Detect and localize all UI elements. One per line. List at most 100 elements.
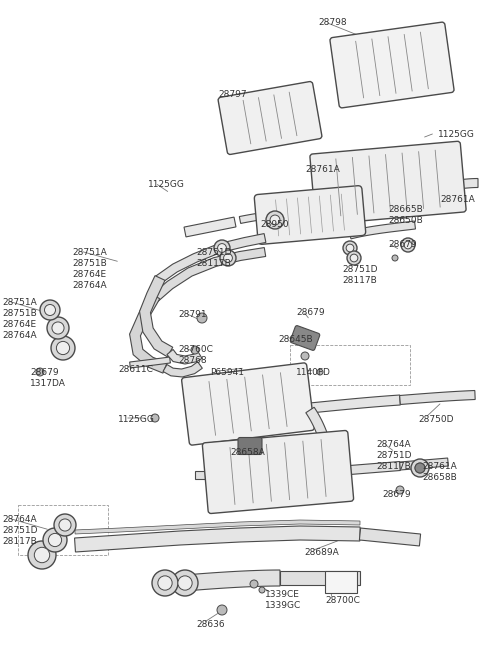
Text: 28117B: 28117B <box>342 276 377 285</box>
Polygon shape <box>310 395 400 413</box>
Circle shape <box>191 346 199 354</box>
Text: 28760C: 28760C <box>178 345 213 354</box>
Text: 28658B: 28658B <box>422 473 457 482</box>
Circle shape <box>152 570 178 596</box>
Circle shape <box>401 238 415 252</box>
Polygon shape <box>140 276 173 356</box>
Text: 1317DA: 1317DA <box>30 379 66 388</box>
Text: 28645B: 28645B <box>278 335 312 344</box>
Text: 28764E: 28764E <box>2 320 36 329</box>
FancyBboxPatch shape <box>218 82 322 155</box>
Circle shape <box>178 576 192 590</box>
Polygon shape <box>75 520 360 534</box>
Text: 28679: 28679 <box>30 368 59 377</box>
FancyBboxPatch shape <box>330 22 454 108</box>
Text: 28764A: 28764A <box>2 515 36 524</box>
Circle shape <box>415 463 425 473</box>
Circle shape <box>43 528 67 552</box>
Circle shape <box>57 342 70 355</box>
Text: 28761A: 28761A <box>305 165 340 174</box>
Text: 28764A: 28764A <box>376 440 410 449</box>
Text: 28761A: 28761A <box>440 195 475 204</box>
Circle shape <box>28 541 56 569</box>
Text: 28679: 28679 <box>388 240 417 249</box>
Text: 28764A: 28764A <box>72 281 107 290</box>
Text: 28751D: 28751D <box>2 526 37 535</box>
Circle shape <box>347 251 361 265</box>
Text: 28658A: 28658A <box>230 448 265 457</box>
Text: 28798: 28798 <box>318 18 347 27</box>
FancyBboxPatch shape <box>290 325 320 351</box>
Polygon shape <box>152 248 266 302</box>
Polygon shape <box>130 357 170 368</box>
Circle shape <box>317 369 323 375</box>
Circle shape <box>217 605 227 615</box>
Text: 28117B: 28117B <box>376 462 411 471</box>
Text: 28650B: 28650B <box>388 216 423 225</box>
Text: 28751D: 28751D <box>376 451 411 460</box>
Text: 28679: 28679 <box>296 308 324 317</box>
Circle shape <box>40 300 60 320</box>
FancyBboxPatch shape <box>203 430 354 514</box>
Text: 28679: 28679 <box>382 490 410 499</box>
Text: 28751B: 28751B <box>2 309 37 318</box>
Text: 28764A: 28764A <box>2 331 36 340</box>
Circle shape <box>51 336 75 360</box>
Text: 28117B: 28117B <box>2 537 37 546</box>
Circle shape <box>343 241 357 255</box>
Text: 1140FD: 1140FD <box>296 368 331 377</box>
Text: 28768: 28768 <box>178 356 206 365</box>
Circle shape <box>404 241 412 249</box>
Text: 28751A: 28751A <box>2 298 37 307</box>
Polygon shape <box>163 362 203 377</box>
Circle shape <box>217 244 227 252</box>
Text: 1125GG: 1125GG <box>148 180 185 189</box>
Polygon shape <box>280 571 360 585</box>
Circle shape <box>36 368 44 376</box>
Polygon shape <box>349 461 400 474</box>
Polygon shape <box>360 528 420 546</box>
Polygon shape <box>400 458 448 470</box>
Polygon shape <box>184 570 280 591</box>
Text: 28700C: 28700C <box>325 596 360 605</box>
Polygon shape <box>400 391 475 404</box>
Text: 28611C: 28611C <box>118 365 153 374</box>
Circle shape <box>151 414 159 422</box>
FancyBboxPatch shape <box>310 141 466 225</box>
Text: P65941: P65941 <box>210 368 244 377</box>
Circle shape <box>197 313 207 323</box>
Circle shape <box>220 250 236 266</box>
Polygon shape <box>156 234 266 283</box>
Polygon shape <box>130 293 167 373</box>
Text: 28636: 28636 <box>196 620 225 629</box>
Text: 1339CE: 1339CE <box>265 590 300 599</box>
Circle shape <box>259 587 265 593</box>
Text: 28689A: 28689A <box>304 548 339 557</box>
Polygon shape <box>349 221 416 239</box>
Text: 28764E: 28764E <box>72 270 106 279</box>
Text: 28761A: 28761A <box>422 462 457 471</box>
Circle shape <box>34 547 50 563</box>
Circle shape <box>346 244 354 252</box>
Circle shape <box>396 486 404 494</box>
Polygon shape <box>306 407 335 461</box>
Text: 1125GG: 1125GG <box>118 415 155 424</box>
Circle shape <box>45 305 56 316</box>
Text: 28117B: 28117B <box>196 259 231 268</box>
Polygon shape <box>74 526 360 552</box>
Text: 28950: 28950 <box>260 220 288 229</box>
FancyBboxPatch shape <box>325 571 357 593</box>
Circle shape <box>350 254 358 262</box>
Text: 28751A: 28751A <box>72 248 107 257</box>
Text: 28797: 28797 <box>218 90 247 99</box>
Polygon shape <box>195 471 205 479</box>
Circle shape <box>301 352 309 360</box>
FancyBboxPatch shape <box>181 363 314 445</box>
Circle shape <box>59 519 71 531</box>
Text: 1339GC: 1339GC <box>265 601 301 610</box>
Circle shape <box>270 215 280 225</box>
Circle shape <box>158 576 172 590</box>
Circle shape <box>411 459 429 477</box>
Text: 28751D: 28751D <box>196 248 231 257</box>
Text: 28750D: 28750D <box>418 415 454 424</box>
